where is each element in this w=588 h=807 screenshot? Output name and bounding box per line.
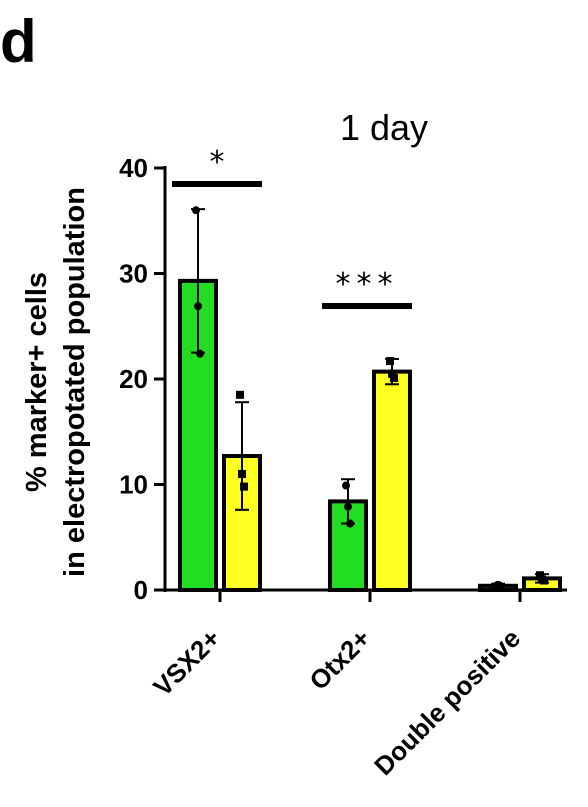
panel-label: d [0,8,37,75]
bar [372,369,412,592]
y-axis-label-line-1: % marker+ cells [21,272,53,492]
x-tick-label: Double positive [368,623,526,781]
data-point [346,519,354,528]
y-axis-label: % marker+ cells in electropotated popula… [21,187,91,577]
x-tick-label: VSX2+ [147,623,226,702]
y-tick-label: 30 [119,259,148,289]
data-point [386,357,394,366]
y-tick-label: 0 [134,575,148,605]
data-point [496,581,504,590]
data-point [342,481,350,490]
significance-label: * [210,145,225,180]
significance-label: *** [336,267,399,302]
data-point [194,302,202,311]
chart-title: 1 day [340,107,428,148]
data-point [536,571,544,580]
data-point [236,390,244,399]
data-point [540,576,548,585]
data-point [390,373,398,382]
data-point [196,349,204,358]
data-point [344,502,352,511]
data-point [240,482,248,491]
x-tick-label: Otx2+ [303,623,376,696]
data-point [192,206,200,215]
y-tick-label: 10 [119,470,148,500]
y-tick-label: 20 [119,364,148,394]
y-tick-label: 40 [119,153,148,183]
y-axis-label-line-2: in electropotated population [59,187,91,577]
data-point [388,369,396,378]
data-point [238,469,246,478]
